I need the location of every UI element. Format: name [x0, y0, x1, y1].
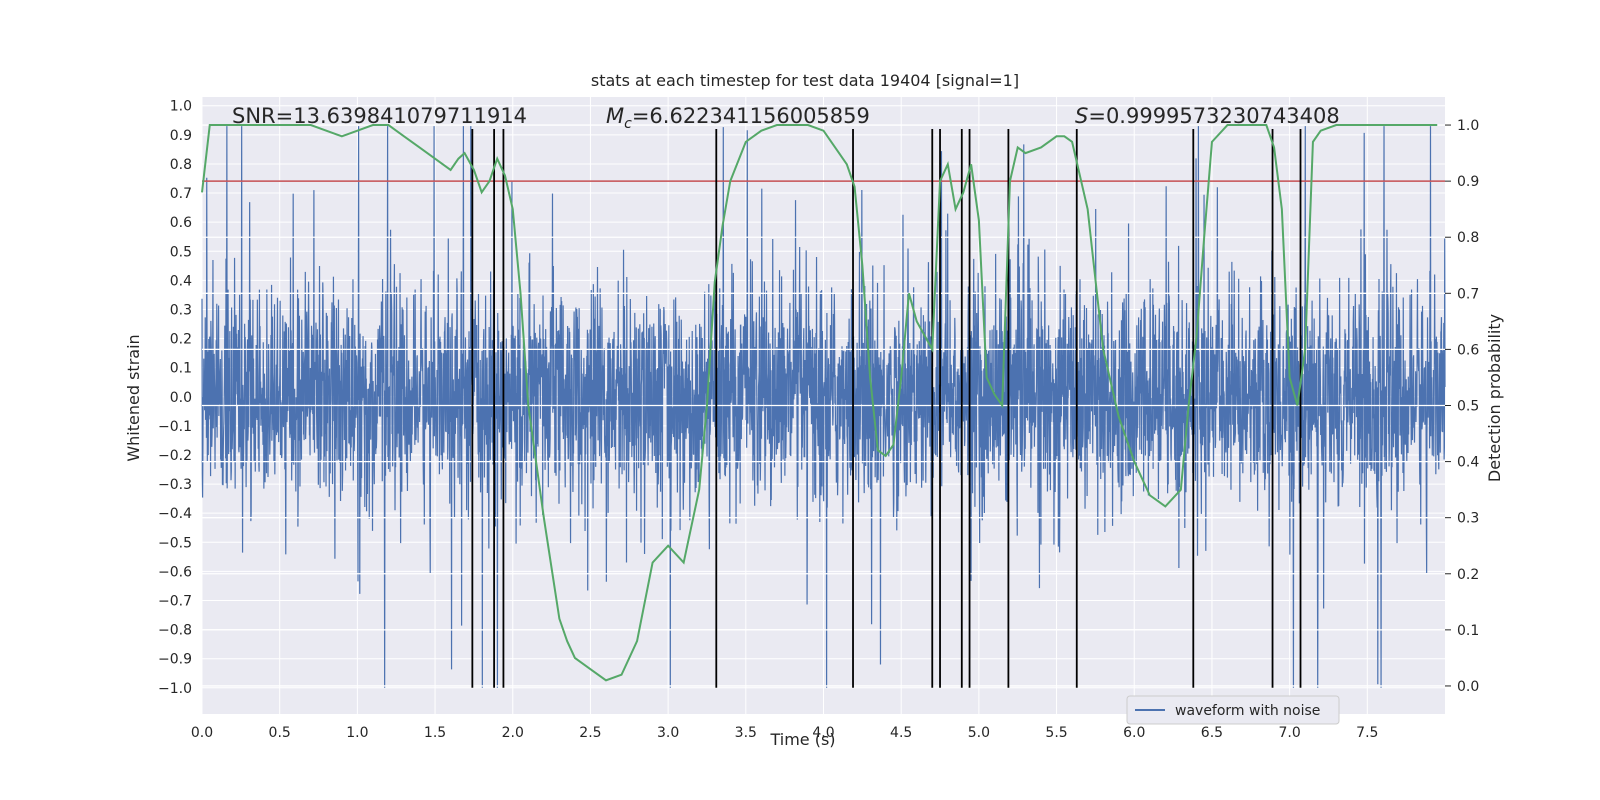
y-right-tick-label: 0.5: [1457, 399, 1479, 415]
y-axis-ticks: 1.0 0.9 0.8 0.7 0.6 0.5 0.4 0.3 0.2 0.1 0.0 −0.1 −0.…: [158, 99, 192, 697]
y-axis-label: Whitened strain: [124, 334, 143, 461]
x-tick-label: 6.5: [1201, 725, 1223, 741]
x-tick-label: 7.0: [1278, 725, 1300, 741]
y-tick-label: 0.6: [170, 215, 192, 231]
x-tick-label: 4.5: [890, 725, 912, 741]
x-tick-label: 6.0: [1123, 725, 1145, 741]
y-right-tick-label: 0.4: [1457, 455, 1479, 471]
y-right-tick-label: 1.0: [1457, 118, 1479, 134]
chart-title: stats at each timestep for test data 194…: [591, 71, 1019, 90]
y-tick-label: 0.0: [170, 390, 192, 406]
y-right-tick-label: 0.3: [1457, 511, 1479, 527]
x-tick-label: 4.0: [812, 725, 834, 741]
y-tick-label: 0.7: [170, 186, 192, 202]
y-right-tick-label: 0.9: [1457, 174, 1479, 190]
x-tick-label: 2.5: [579, 725, 601, 741]
y-tick-label: −0.9: [158, 652, 192, 668]
y-right-tick-label: 0.6: [1457, 342, 1479, 358]
y-tick-label: −0.1: [158, 419, 192, 435]
x-tick-label: 1.0: [346, 725, 368, 741]
y-right-tick-label: 0.1: [1457, 623, 1479, 639]
y-right-tick-label: 0.2: [1457, 567, 1479, 583]
y-tick-label: −0.5: [158, 535, 192, 551]
s-annotation: S=0.9999573230743408: [1075, 104, 1340, 128]
x-tick-label: 5.0: [968, 725, 990, 741]
y-right-tick-label: 0.7: [1457, 286, 1479, 302]
legend: waveform with noise: [1126, 695, 1340, 725]
vertical-markers: [471, 129, 1302, 688]
snr-annotation: SNR=13.639841079711914: [232, 104, 527, 128]
y-tick-label: 0.5: [170, 244, 192, 260]
chirp-mass-subscript: c: [624, 116, 632, 132]
y-tick-label: 0.9: [170, 128, 192, 144]
y-right-tick-label: 0.0: [1457, 679, 1479, 695]
x-tick-label: 0.5: [269, 725, 291, 741]
y-tick-label: −0.6: [158, 564, 192, 580]
chirp-mass-annotation: Mc=6.622341156005859: [606, 104, 870, 132]
y-tick-label: 0.2: [170, 332, 192, 348]
x-tick-label: 3.0: [657, 725, 679, 741]
x-tick-label: 7.5: [1356, 725, 1378, 741]
y-tick-label: −0.7: [158, 593, 192, 609]
y-tick-label: 0.4: [170, 273, 192, 289]
plot-content: [201, 124, 1446, 688]
x-tick-label: 2.0: [502, 725, 524, 741]
waveform-series: [201, 126, 1446, 688]
chirp-mass-symbol: M: [606, 104, 624, 128]
x-tick-label: 1.5: [424, 725, 446, 741]
x-tick-label: 0.0: [191, 725, 213, 741]
y-tick-label: 0.8: [170, 157, 192, 173]
s-symbol: S: [1075, 104, 1088, 128]
x-tick-label: 3.5: [735, 725, 757, 741]
y-tick-label: 1.0: [170, 99, 192, 115]
probability-series: [201, 124, 1438, 682]
chirp-mass-value: =6.622341156005859: [632, 104, 870, 128]
y-right-tick-label: 0.8: [1457, 230, 1479, 246]
legend-box: [1126, 695, 1340, 725]
y-tick-label: 0.1: [170, 361, 192, 377]
y-tick-label: −0.2: [158, 448, 192, 464]
y-tick-label: −0.4: [158, 506, 192, 522]
legend-entry: waveform with noise: [1175, 703, 1320, 719]
y-right-axis-ticks: 1.0 0.9 0.8 0.7 0.6 0.5 0.4 0.3 0.2 0.1 0.0: [1445, 118, 1479, 695]
y-tick-label: 0.3: [170, 302, 192, 318]
x-axis-label: Time (s): [769, 730, 835, 749]
x-axis-ticks: 0.0 0.5 1.0 1.5 2.0 2.5 3.0 3.5 4.0 4.5 5.0 5.5 6.0 6…: [191, 725, 1379, 741]
y-tick-label: −0.8: [158, 623, 192, 639]
s-value: =0.9999573230743408: [1088, 104, 1339, 128]
y-right-axis-label: Detection probability: [1485, 314, 1504, 482]
x-tick-label: 5.5: [1045, 725, 1067, 741]
y-tick-label: −0.3: [158, 477, 192, 493]
y-tick-label: −1.0: [158, 681, 192, 697]
